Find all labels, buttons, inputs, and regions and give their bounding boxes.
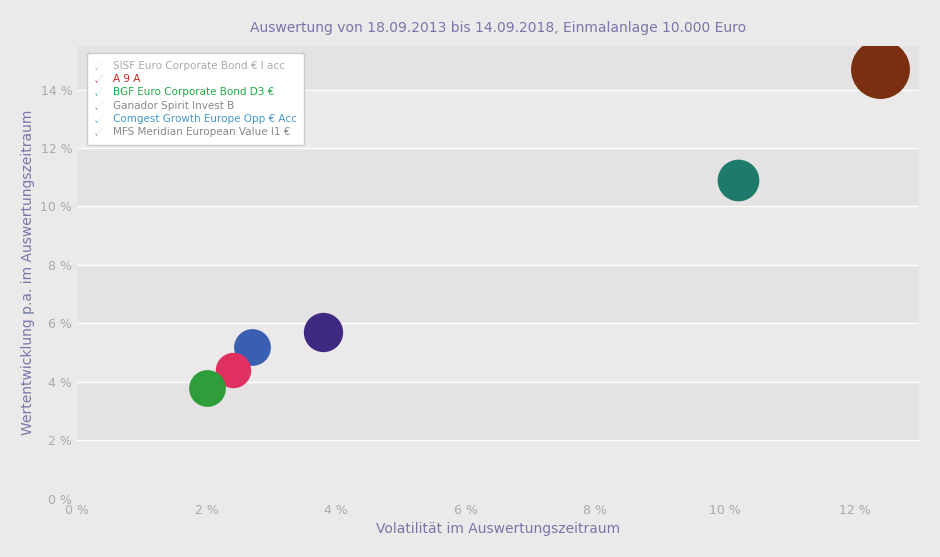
Bar <box>77 148 919 207</box>
Point <box>199 383 214 392</box>
Bar <box>77 90 919 148</box>
X-axis label: Volatilität im Auswertungszeitraum: Volatilität im Auswertungszeitraum <box>376 522 620 536</box>
Bar <box>77 440 919 499</box>
Bar <box>77 324 919 382</box>
Point <box>225 366 240 375</box>
Title: Auswertung von 18.09.2013 bis 14.09.2018, Einmalanlage 10.000 Euro: Auswertung von 18.09.2013 bis 14.09.2018… <box>250 21 746 35</box>
Point <box>872 65 887 74</box>
Bar <box>77 265 919 324</box>
Point <box>730 175 745 184</box>
Point <box>244 343 259 351</box>
Y-axis label: Wertentwicklung p.a. im Auswertungszeitraum: Wertentwicklung p.a. im Auswertungszeitr… <box>21 110 35 435</box>
Bar <box>77 382 919 440</box>
Bar <box>77 207 919 265</box>
Bar <box>77 46 919 90</box>
Legend: SISF Euro Corporate Bond € I acc, A 9 A, BGF Euro Corporate Bond D3 €, Ganador S: SISF Euro Corporate Bond € I acc, A 9 A,… <box>86 53 304 145</box>
Point <box>316 328 331 336</box>
